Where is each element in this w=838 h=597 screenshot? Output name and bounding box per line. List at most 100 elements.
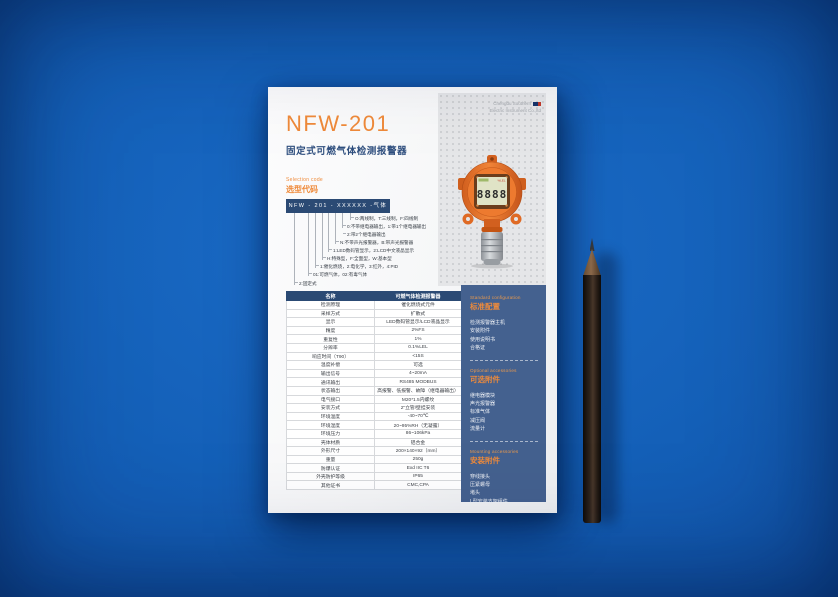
sidebar-item: 压紧螺母: [470, 482, 491, 489]
spec-cell: 电气接口: [286, 394, 375, 405]
spec-row: 环境温度 -40~70℃: [286, 411, 462, 422]
spec-cell: 壳体材质: [286, 437, 375, 448]
spec-cell: 重复性: [286, 334, 375, 344]
spec-cell: 温度补偿: [286, 360, 375, 370]
spec-cell: 2%FS: [374, 325, 462, 336]
spec-table: 名称 可燃气体检测报警器 检测原理 催化燃烧式元件 采样方式 扩散式 显示 LED数码管显示/…: [286, 291, 462, 491]
spec-cell: 环境湿度: [286, 420, 375, 430]
sidebar-section-title-en: Optional accessories: [470, 367, 517, 373]
spec-header-row: 名称 可燃气体检测报警器: [286, 291, 462, 301]
selection-option: 1:LED数码管显示，2:LCD中文液晶显示: [329, 248, 414, 254]
sidebar-divider: [470, 440, 538, 442]
sensor-ridge: [481, 245, 503, 247]
spec-cell: 20~95%RH（无凝露）: [374, 420, 462, 430]
spec-cell: 2"立管/壁挂安装: [374, 403, 462, 413]
option-connector-line: [322, 213, 323, 260]
company-name-line1: Chengdu Southern: [493, 101, 531, 106]
option-connector-line: [315, 213, 316, 268]
spec-cell: 可选: [374, 360, 462, 370]
spec-cell: 防爆认证: [286, 463, 375, 473]
sidebar-section-title-zh: 安装附件: [470, 455, 500, 465]
spec-row: 精度 2%FS: [286, 325, 462, 336]
selection-option: N:不带声光报警器，B:带声光报警器: [336, 240, 413, 246]
product-photo-panel: Chengdu Southern Electric Instrument Co.…: [438, 93, 546, 286]
spec-cell: CMC,CPA: [374, 480, 462, 491]
spec-cell: 外壳防护等级: [286, 471, 375, 482]
sidebar-item: 标准气体: [470, 409, 491, 416]
pencil-barrel: [583, 275, 601, 523]
spec-row: 状态输出 高报警、低报警、故障（继电器输出）: [286, 385, 462, 396]
spec-row: 分辨率 0.1%LEL: [286, 342, 462, 353]
spec-cell: 精度: [286, 325, 375, 336]
device-top-hole: [490, 157, 494, 161]
spec-cell: 其他证书: [286, 480, 375, 491]
spec-row: 外形尺寸 200×140×92（mm）: [286, 446, 462, 456]
spec-row: 外壳防护等级 IP65: [286, 471, 462, 482]
selection-option: 0:不带继电器输出，1:带1个继电器输出: [343, 224, 426, 230]
sidebar-divider: [470, 359, 538, 361]
selection-code-label-zh: 选型代码: [286, 185, 318, 194]
device-left-ear-hole: [466, 217, 470, 221]
sidebar-section-title-en: Mounting accessories: [470, 448, 519, 454]
screen-logo-mark: [478, 178, 489, 182]
option-connector-line: [328, 213, 329, 252]
datasheet-page: NFW-201 固定式可燃气体检测报警器 Selection code 选型代码…: [268, 87, 557, 513]
spec-row: 检测原理 催化燃烧式元件: [286, 300, 462, 310]
spec-cell: 铝合金: [374, 437, 462, 448]
spec-row: 重量 250g: [286, 454, 462, 465]
gas-detector-photo: %LEL 8888: [458, 155, 526, 269]
selection-option: 01:可燃气体，02:有毒气体: [309, 272, 367, 278]
sidebar-item: 减压阀: [470, 417, 486, 424]
sidebar-item: 安装附件: [470, 328, 491, 335]
sidebar-item: 使用说明书: [470, 336, 496, 343]
spec-cell: 86~106kPa: [374, 428, 462, 439]
spec-cell: 分辨率: [286, 342, 375, 353]
sidebar-section-title-en: Standard configuration: [470, 295, 521, 300]
spec-cell: RS485 MODBUS: [374, 377, 462, 387]
selection-option: H:特殊型，F:全面型，W:基本型: [323, 256, 392, 262]
option-connector-line: [335, 213, 336, 244]
spec-cell: M20*1.5内螺纹: [374, 394, 462, 405]
sidebar-item: 声光报警器: [470, 401, 496, 408]
sidebar-item: L型安装支架组件: [470, 498, 508, 505]
device-neck: [484, 219, 500, 229]
spec-cell: 环境压力: [286, 428, 375, 439]
pencil-wood-cone: [583, 249, 601, 276]
spec-cell: LED数码管显示/LCD液晶显示: [374, 317, 462, 327]
spec-header-cell: 可燃气体检测报警器: [374, 291, 462, 301]
device-right-ear-hole: [514, 217, 518, 221]
spec-cell: <15S: [374, 351, 462, 362]
spec-cell: 4~20mA: [374, 368, 462, 379]
company-name-line2: Electric Instrument Co.,ltd: [489, 107, 541, 113]
spec-cell: 1%: [374, 334, 462, 344]
spec-cell: 安装方式: [286, 403, 375, 413]
spec-row: 输出信号 4~20mA: [286, 368, 462, 379]
sidebar-item: 合格证: [470, 345, 486, 352]
spec-cell: IP65: [374, 471, 462, 482]
spec-cell: 采样方式: [286, 308, 375, 319]
selection-code-label-en: Selection code: [286, 177, 324, 183]
option-connector-line: [308, 213, 309, 276]
sensor-cylinder: [481, 232, 503, 261]
spec-row: 壳体材质 铝合金: [286, 437, 462, 448]
spec-row: 其他证书 CMC,CPA: [286, 480, 462, 491]
sidebar-section-title-zh: 可选附件: [470, 374, 500, 384]
sidebar-item: 继电器模块: [470, 392, 496, 399]
lcd-screen: [477, 177, 507, 205]
spec-cell: 250g: [374, 454, 462, 465]
company-name: Chengdu Southern Electric Instrument Co.…: [489, 101, 541, 115]
selection-option: 1:催化燃烧，2:电化学，3:红外，4:PID: [316, 264, 398, 270]
spec-cell: 通讯输出: [286, 377, 375, 387]
spec-cell: -40~70℃: [374, 411, 462, 422]
spec-cell: 扩散式: [374, 308, 462, 319]
sidebar-item: 流量计: [470, 426, 486, 433]
spec-row: 环境湿度 20~95%RH（无凝露）: [286, 420, 462, 430]
spec-row: 防爆认证 Exd IIC T6: [286, 463, 462, 473]
sidebar-section-title-zh: 标准配置: [470, 302, 500, 311]
spec-cell: 外形尺寸: [286, 446, 375, 456]
sensor-ridge: [481, 251, 503, 253]
spec-row: 电气接口 M20*1.5内螺纹: [286, 394, 462, 405]
pencil: [583, 238, 601, 523]
option-connector-line: [294, 213, 295, 285]
selection-option: 2:固定式: [295, 281, 317, 287]
